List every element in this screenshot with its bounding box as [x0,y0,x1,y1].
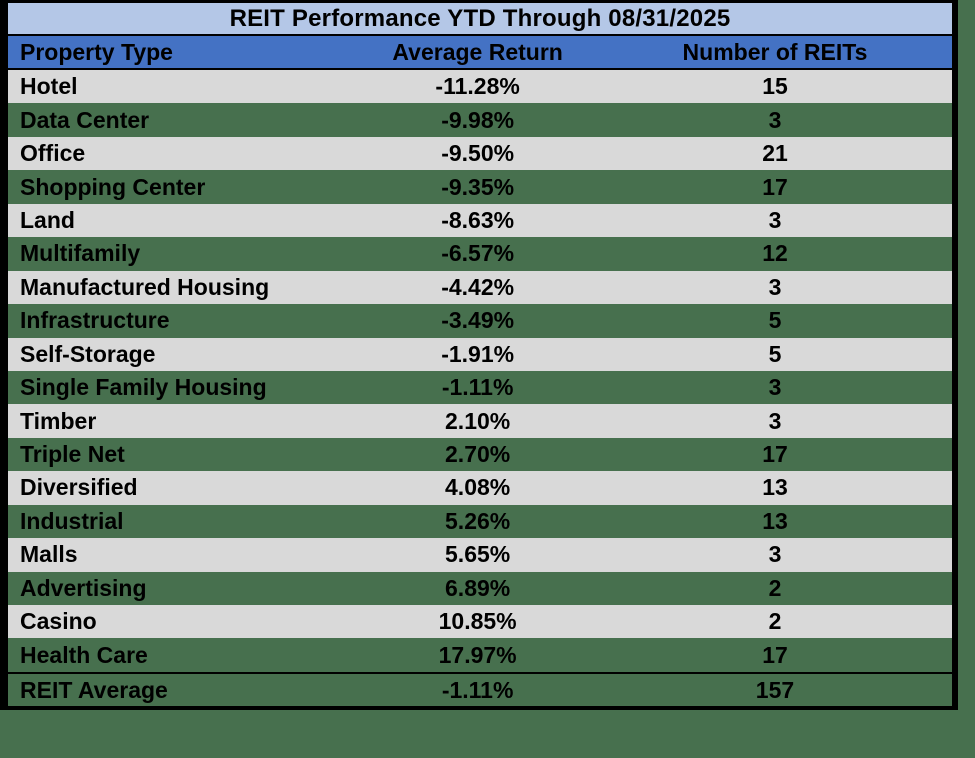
property-type-cell: Infrastructure [20,307,170,334]
reit-count-cell: 17 [762,173,788,200]
property-type-cell: Casino [20,608,97,635]
reit-count-cell: 3 [768,374,782,401]
average-return-cell: -1.91% [441,340,515,367]
property-type-cell: Timber [20,407,97,434]
reit-count-cell: 2 [768,608,782,635]
average-return-cell: -6.57% [441,240,515,267]
property-type-cell: Hotel [20,73,78,100]
reit-count-cell: 3 [768,541,782,568]
average-return-cell: 10.85% [438,608,517,635]
table-row: Data Center -9.98% 3 [8,103,952,137]
table-row: Industrial 5.26% 13 [8,504,952,539]
reit-count-cell: 2 [768,574,782,601]
property-type-cell: Industrial [20,507,124,534]
reit-count-cell: 13 [762,507,788,534]
average-return-cell: -11.28% [435,73,520,100]
table-row: Multifamily -6.57% 12 [8,237,952,271]
table-row: Single Family Housing -1.11% 3 [8,370,952,405]
table-body: Hotel -11.28% 15 Data Center -9.98% 3 Office -9… [8,70,952,672]
reit-count-cell: 17 [762,441,788,468]
property-type-cell: Triple Net [20,441,125,468]
average-return-cell: -9.50% [441,140,515,167]
table-row: Shopping Center -9.35% 17 [8,170,952,204]
average-return-cell: -3.49% [441,307,515,334]
property-type-cell: Data Center [20,106,150,133]
table-row: Triple Net 2.70% 17 [8,437,952,472]
table-row: Timber 2.10% 3 [8,404,952,438]
reit-count-cell: 5 [768,307,782,334]
table-row: Health Care 17.97% 17 [8,638,952,672]
table-row: Land -8.63% 3 [8,203,952,238]
average-return-cell: 5.65% [445,541,511,568]
reit-count-cell: 15 [762,73,788,100]
reit-count-cell: 21 [762,140,788,167]
reit-count-cell: 13 [762,474,788,501]
average-return-cell: 2.10% [445,407,511,434]
property-type-cell: Shopping Center [20,173,206,200]
average-return-cell: -1.11% [441,374,514,401]
summary-row: REIT Average -1.11% 157 [8,672,952,706]
reit-count-cell: 3 [768,106,782,133]
table-row: Hotel -11.28% 15 [8,70,952,104]
table-row: Diversified 4.08% 13 [8,471,952,505]
average-return-cell: 17.97% [438,641,517,668]
average-return-cell: 6.89% [445,574,511,601]
column-header-average-return: Average Return [392,38,563,65]
property-type-cell: Multifamily [20,240,141,267]
summary-reit-count: 157 [755,676,795,703]
reit-performance-table: REIT Performance YTD Through 08/31/2025 … [0,0,958,710]
average-return-cell: 5.26% [445,507,511,534]
property-type-cell: Self-Storage [20,340,156,367]
property-type-cell: Land [20,206,75,233]
reit-count-cell: 3 [768,206,782,233]
table-row: Self-Storage -1.91% 5 [8,337,952,371]
property-type-cell: Office [20,140,86,167]
property-type-cell: Diversified [20,474,138,501]
property-type-cell: Advertising [20,574,147,601]
column-header-number-of-reits: Number of REITs [682,38,868,65]
property-type-cell: Health Care [20,641,148,668]
summary-average-return: -1.11% [441,676,514,703]
table-row: Manufactured Housing -4.42% 3 [8,270,952,305]
average-return-cell: -4.42% [441,273,515,300]
table-title: REIT Performance YTD Through 08/31/2025 [8,3,952,36]
table-row: Malls 5.65% 3 [8,538,952,572]
table-row: Advertising 6.89% 2 [8,571,952,605]
average-return-cell: -9.35% [441,173,515,200]
average-return-cell: -9.98% [441,106,515,133]
reit-count-cell: 5 [768,340,782,367]
table-row: Infrastructure -3.49% 5 [8,304,952,338]
average-return-cell: 2.70% [445,441,511,468]
reit-count-cell: 12 [762,240,788,267]
reit-count-cell: 17 [762,641,788,668]
average-return-cell: 4.08% [445,474,511,501]
property-type-cell: Malls [20,541,78,568]
average-return-cell: -8.63% [441,206,515,233]
property-type-cell: Manufactured Housing [20,273,270,300]
table-row: Office -9.50% 21 [8,136,952,171]
table-header-row: Property Type Average Return Number of R… [8,36,952,70]
reit-count-cell: 3 [768,273,782,300]
column-header-property-type: Property Type [20,38,173,65]
table-row: Casino 10.85% 2 [8,605,952,639]
summary-label: REIT Average [20,676,168,703]
property-type-cell: Single Family Housing [20,374,267,401]
reit-count-cell: 3 [768,407,782,434]
